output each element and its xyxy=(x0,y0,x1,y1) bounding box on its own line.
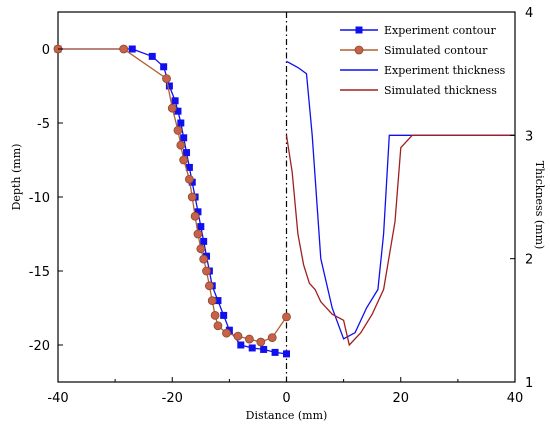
data-point xyxy=(267,333,277,343)
data-point xyxy=(187,192,197,202)
y-left-tick-label: -10 xyxy=(29,191,50,206)
data-point xyxy=(119,44,129,54)
legend-item: Experiment contour xyxy=(340,24,496,37)
data-point xyxy=(210,310,220,320)
data-point xyxy=(213,321,223,331)
data-point xyxy=(248,344,256,352)
y-right-tick-label: 1 xyxy=(525,376,533,391)
data-point xyxy=(197,223,205,231)
data-point xyxy=(244,334,254,344)
legend-item: Simulated thickness xyxy=(340,84,497,97)
series-layer xyxy=(53,44,515,358)
series-experiment-contour xyxy=(54,45,290,358)
x-tick-label: 0 xyxy=(282,391,290,406)
data-point xyxy=(173,125,183,135)
x-tick-label: 40 xyxy=(507,391,524,406)
data-point xyxy=(184,174,194,184)
data-point xyxy=(207,296,217,306)
data-point xyxy=(174,107,182,115)
data-point xyxy=(202,266,211,276)
data-point xyxy=(193,229,203,239)
series-simulated-contour xyxy=(53,44,291,347)
legend-item: Experiment thickness xyxy=(340,64,506,77)
data-point xyxy=(283,350,290,358)
data-point xyxy=(177,119,185,127)
data-point xyxy=(260,345,268,353)
y-right-tick-label: 3 xyxy=(525,129,533,144)
data-point xyxy=(128,45,136,53)
x-tick-label: -40 xyxy=(47,391,68,406)
data-point xyxy=(220,311,228,319)
data-point xyxy=(199,254,209,264)
legend-label: Simulated contour xyxy=(384,44,488,57)
y-right-tick-label: 4 xyxy=(525,6,533,21)
y-left-tick-label: -15 xyxy=(29,265,50,280)
legend-swatch-marker xyxy=(355,26,363,34)
y-right-tick-label: 2 xyxy=(525,253,533,268)
data-point xyxy=(179,155,189,165)
legend-label: Experiment thickness xyxy=(384,64,506,77)
legend-label: Simulated thickness xyxy=(384,84,497,97)
data-point xyxy=(176,140,186,150)
data-point xyxy=(185,163,193,171)
y-left-tick-label: -20 xyxy=(29,339,50,354)
y-axis-left-title: Depth (mm) xyxy=(10,144,23,211)
legend: Experiment contour Simulated contour Exper… xyxy=(340,24,506,97)
data-point xyxy=(282,312,291,322)
ticks-layer: -40 -20 0 20 40 0 -5 -10 -15 -20 1 2 3 4 xyxy=(29,6,534,406)
data-point xyxy=(165,82,173,90)
data-point xyxy=(237,341,245,349)
legend-swatch-marker xyxy=(354,45,364,55)
series-experiment-thickness xyxy=(286,60,515,340)
data-point xyxy=(222,328,231,338)
y-axis-right-title: Thickness (mm) xyxy=(533,161,546,250)
data-point xyxy=(204,281,214,291)
data-point xyxy=(196,244,206,254)
data-point xyxy=(256,337,266,347)
data-point xyxy=(148,52,156,60)
data-point xyxy=(233,331,243,341)
series-line xyxy=(285,134,515,347)
data-point xyxy=(194,208,202,216)
x-tick-label: 20 xyxy=(392,391,409,406)
data-point xyxy=(162,74,171,83)
data-point xyxy=(214,297,222,305)
legend-item: Simulated contour xyxy=(340,44,488,57)
data-point xyxy=(160,63,168,71)
series-line xyxy=(286,60,515,340)
x-tick-label: -20 xyxy=(162,391,183,406)
y-left-tick-label: -5 xyxy=(37,117,50,132)
series-line xyxy=(58,48,287,355)
legend-label: Experiment contour xyxy=(384,24,496,37)
data-point xyxy=(271,348,279,356)
data-point xyxy=(200,237,208,245)
series-simulated-thickness xyxy=(285,134,515,347)
y-left-tick-label: 0 xyxy=(42,43,50,58)
data-point xyxy=(180,134,188,142)
x-axis-title: Distance (mm) xyxy=(246,409,328,422)
data-point xyxy=(167,103,177,113)
data-point xyxy=(190,211,200,221)
data-point xyxy=(171,97,179,105)
data-point xyxy=(183,149,191,157)
